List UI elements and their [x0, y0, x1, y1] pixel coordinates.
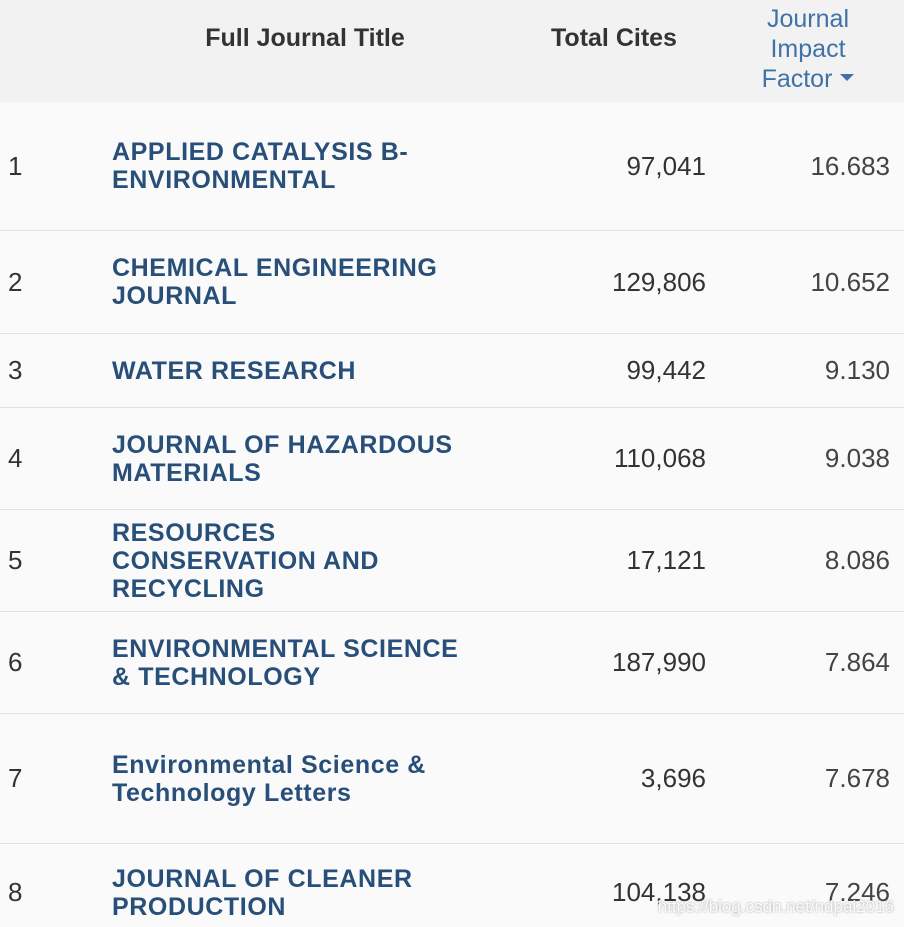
- header-jif-line1: Journal: [767, 5, 849, 33]
- rank-cell: 3: [8, 355, 23, 385]
- header-jif-line2: Impact: [770, 35, 846, 63]
- table-row: 4 JOURNAL OF HAZARDOUS MATERIALS 110,068…: [0, 407, 904, 509]
- rank-cell: 7: [8, 763, 23, 793]
- journal-title-link[interactable]: CHEMICAL ENGINEERING JOURNAL: [112, 254, 512, 310]
- journal-title-line: JOURNAL: [112, 282, 238, 310]
- journal-title-line: PRODUCTION: [112, 892, 287, 921]
- table-row: 1 APPLIED CATALYSIS B- ENVIRONMENTAL 97,…: [0, 102, 904, 230]
- journal-title-link[interactable]: JOURNAL OF CLEANER PRODUCTION: [112, 865, 512, 921]
- journal-title-line: CHEMICAL ENGINEERING: [112, 254, 438, 282]
- rank-cell: 1: [8, 150, 23, 181]
- impact-factor-cell: 7.678: [824, 763, 890, 793]
- journal-title-link[interactable]: APPLIED CATALYSIS B- ENVIRONMENTAL: [112, 138, 512, 194]
- journal-title-line: CONSERVATION AND: [112, 546, 380, 575]
- journal-title-line: Technology Letters: [112, 778, 352, 807]
- rank-cell: 5: [8, 545, 23, 575]
- journal-title-link[interactable]: WATER RESEARCH: [112, 357, 512, 385]
- journal-title-link[interactable]: ENVIRONMENTAL SCIENCE & TECHNOLOGY: [112, 635, 512, 691]
- total-cites-cell: 129,806: [612, 266, 706, 297]
- total-cites-cell: 17,121: [626, 545, 706, 575]
- header-full-journal-title[interactable]: Full Journal Title: [205, 24, 405, 52]
- total-cites-cell: 99,442: [626, 355, 706, 385]
- journal-title-line: WATER RESEARCH: [112, 356, 357, 385]
- header-jif-line3: Factor: [761, 65, 833, 93]
- impact-factor-cell: 7.246: [824, 877, 890, 907]
- total-cites-cell: 104,138: [612, 877, 706, 907]
- impact-factor-cell: 8.086: [824, 545, 890, 575]
- sort-descending-icon: [840, 73, 855, 81]
- total-cites-cell: 3,696: [640, 763, 706, 793]
- journal-title-line: RECYCLING: [112, 574, 265, 603]
- table-row: 2 CHEMICAL ENGINEERING JOURNAL 129,806 1…: [0, 230, 904, 333]
- impact-factor-cell: 9.038: [824, 443, 890, 473]
- total-cites-cell: 110,068: [613, 443, 706, 473]
- impact-factor-cell: 16.683: [810, 150, 890, 181]
- rank-cell: 4: [8, 443, 23, 473]
- header-total-cites[interactable]: Total Cites: [551, 24, 677, 52]
- journal-title-line: Environmental Science &: [112, 750, 426, 779]
- journal-title-link[interactable]: RESOURCES CONSERVATION AND RECYCLING: [112, 519, 512, 603]
- journal-title-link[interactable]: Environmental Science & Technology Lette…: [112, 751, 512, 807]
- header-journal-impact-factor-sort[interactable]: Journal Impact Factor: [720, 4, 896, 94]
- rank-cell: 8: [8, 877, 23, 907]
- journal-title-link[interactable]: JOURNAL OF HAZARDOUS MATERIALS: [112, 431, 512, 487]
- total-cites-cell: 187,990: [612, 647, 706, 677]
- journal-title-line: ENVIRONMENTAL SCIENCE: [112, 634, 459, 663]
- table-row: 6 ENVIRONMENTAL SCIENCE & TECHNOLOGY 187…: [0, 611, 904, 713]
- rank-cell: 2: [8, 266, 23, 297]
- journal-title-line: & TECHNOLOGY: [112, 662, 321, 691]
- table-row: 8 JOURNAL OF CLEANER PRODUCTION 104,138 …: [0, 843, 904, 927]
- table-row: 5 RESOURCES CONSERVATION AND RECYCLING 1…: [0, 509, 904, 611]
- table-row: 7 Environmental Science & Technology Let…: [0, 713, 904, 843]
- journal-title-line: MATERIALS: [112, 458, 262, 487]
- journal-title-line: ENVIRONMENTAL: [112, 166, 336, 194]
- journal-title-line: RESOURCES: [112, 518, 276, 547]
- impact-factor-cell: 9.130: [824, 355, 890, 385]
- journal-title-line: JOURNAL OF CLEANER: [112, 864, 413, 893]
- journal-title-line: JOURNAL OF HAZARDOUS: [112, 430, 453, 459]
- impact-factor-cell: 10.652: [810, 266, 890, 297]
- table-header: Full Journal Title Total Cites Journal I…: [0, 0, 904, 102]
- rank-cell: 6: [8, 647, 23, 677]
- total-cites-cell: 97,041: [626, 150, 706, 181]
- watermark-text: https://blog.csdn.net/ndpai2016: [657, 897, 894, 916]
- journal-title-line: APPLIED CATALYSIS B-: [112, 138, 409, 166]
- impact-factor-cell: 7.864: [824, 647, 890, 677]
- table-row: 3 WATER RESEARCH 99,442 9.130: [0, 333, 904, 407]
